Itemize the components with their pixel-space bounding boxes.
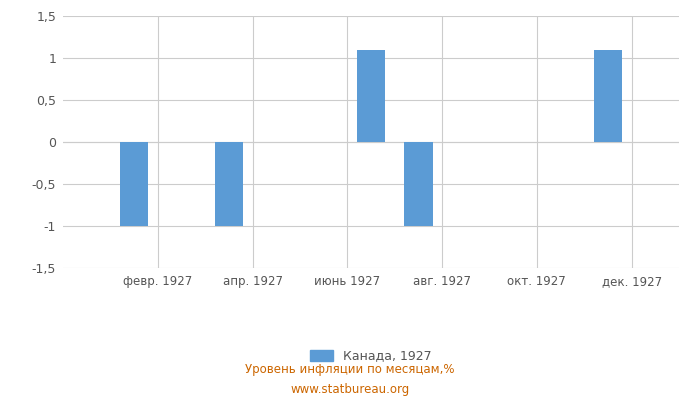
Bar [120, 142, 148, 226]
Text: Уровень инфляции по месяцам,%: Уровень инфляции по месяцам,% [245, 364, 455, 376]
Bar [594, 50, 622, 142]
Bar [404, 142, 433, 226]
Legend: Канада, 1927: Канада, 1927 [305, 344, 437, 368]
Text: www.statbureau.org: www.statbureau.org [290, 384, 410, 396]
Bar [215, 142, 243, 226]
Bar [357, 50, 385, 142]
